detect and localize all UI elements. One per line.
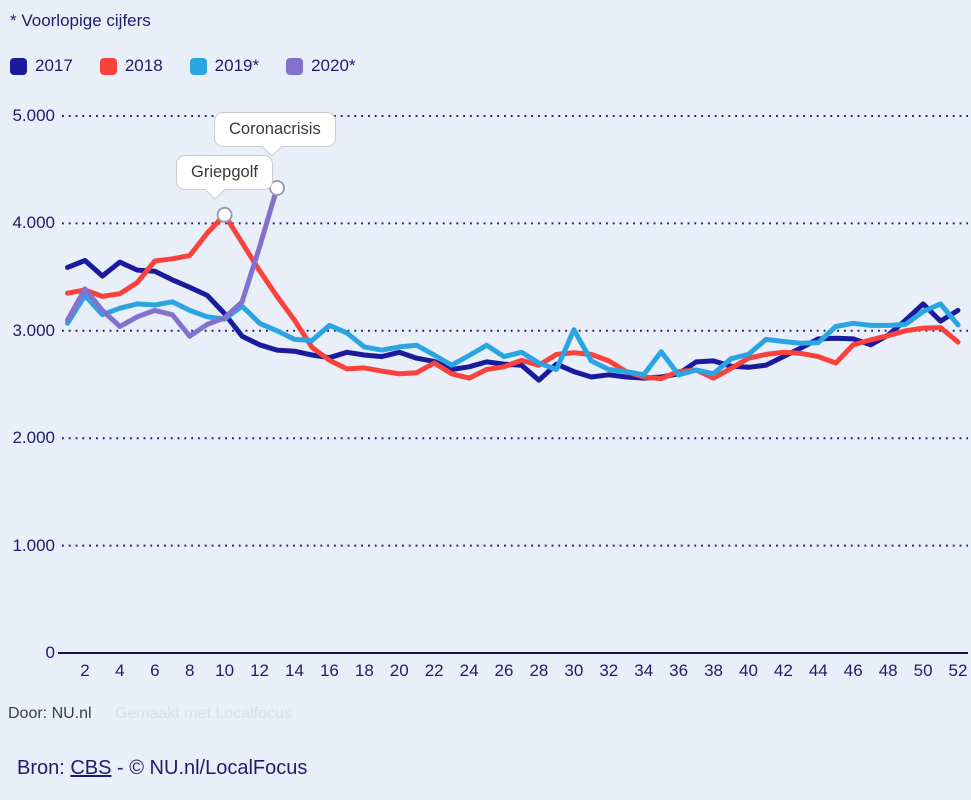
x-axis-label: 48 xyxy=(878,661,898,680)
credit-author: Door: NU.nl xyxy=(8,705,92,722)
annotation-marker xyxy=(216,206,233,223)
annotation-coronacrisis: Coronacrisis xyxy=(214,112,336,157)
legend-item-2020: 2020* xyxy=(286,56,356,76)
series-line-2020 xyxy=(65,185,280,339)
x-axis-label: 32 xyxy=(599,661,619,680)
x-axis-label: 42 xyxy=(773,661,793,680)
x-axis-label: 50 xyxy=(913,661,933,680)
x-axis-label: 12 xyxy=(250,661,270,680)
legend-swatch xyxy=(99,57,117,75)
x-axis-label: 36 xyxy=(669,661,689,680)
x-axis-label: 16 xyxy=(319,661,339,680)
legend-label: 2020* xyxy=(311,56,356,75)
x-axis-label: 4 xyxy=(115,661,125,680)
x-axis-label: 6 xyxy=(150,661,160,680)
x-axis-label: 18 xyxy=(354,661,374,680)
series-line-2019 xyxy=(65,292,961,378)
legend-item-2017: 2017 xyxy=(10,56,73,76)
localfocus-watermark: Gemaakt met Localfocus xyxy=(115,705,292,722)
cbs-link[interactable]: CBS xyxy=(70,757,112,779)
y-axis-label: 1.000 xyxy=(12,535,55,555)
x-axis-label: 34 xyxy=(634,661,654,680)
series-line-2017 xyxy=(65,258,961,383)
chart-legend: 2017 2018 2019* 2020* xyxy=(10,56,356,76)
x-axis-label: 8 xyxy=(184,661,195,680)
x-axis-label: 28 xyxy=(529,661,549,680)
y-axis-label: 2.000 xyxy=(12,428,55,448)
annotation-griepgolf: Griepgolf xyxy=(176,155,273,200)
y-axis-label: 0 xyxy=(45,643,55,662)
annotation-tail xyxy=(205,179,225,200)
x-axis-label: 22 xyxy=(424,661,444,680)
x-axis-label: 30 xyxy=(564,661,584,680)
x-axis-label: 38 xyxy=(704,661,723,680)
series-line-2018 xyxy=(65,212,961,382)
legend-label: 2019* xyxy=(214,56,260,75)
source-prefix: Bron: xyxy=(17,757,71,779)
x-axis-label: 20 xyxy=(389,661,409,680)
preliminary-note: * Voorlopige cijfers xyxy=(10,11,151,30)
legend-swatch xyxy=(286,57,304,75)
source-suffix: - © NU.nl/LocalFocus xyxy=(111,757,308,779)
annotation-tail xyxy=(262,136,282,157)
x-axis-label: 40 xyxy=(739,661,758,680)
annotation-coronacrisis-label: Coronacrisis xyxy=(229,120,321,138)
y-axis-label: 4.000 xyxy=(12,213,55,233)
x-axis-label: 24 xyxy=(459,661,479,680)
x-axis-label: 44 xyxy=(808,661,828,680)
annotation-griepgolf-label: Griepgolf xyxy=(191,163,258,181)
x-axis-label: 26 xyxy=(494,661,514,680)
legend-label: 2018 xyxy=(124,56,163,75)
y-axis-label: 5.000 xyxy=(12,106,55,125)
legend-swatch xyxy=(189,57,207,75)
x-axis-label: 10 xyxy=(215,661,235,680)
legend-item-2019: 2019* xyxy=(189,56,260,76)
x-axis-label: 14 xyxy=(285,661,304,680)
legend-item-2018: 2018 xyxy=(99,56,163,76)
legend-label: 2017 xyxy=(35,56,73,75)
source-line: Bron: CBS - © NU.nl/LocalFocus xyxy=(17,757,307,780)
legend-swatch xyxy=(10,57,27,75)
y-axis-label: 3.000 xyxy=(12,320,55,340)
x-axis-label: 52 xyxy=(948,661,968,680)
x-axis-label: 46 xyxy=(843,661,863,680)
x-axis-label: 2 xyxy=(80,661,90,680)
